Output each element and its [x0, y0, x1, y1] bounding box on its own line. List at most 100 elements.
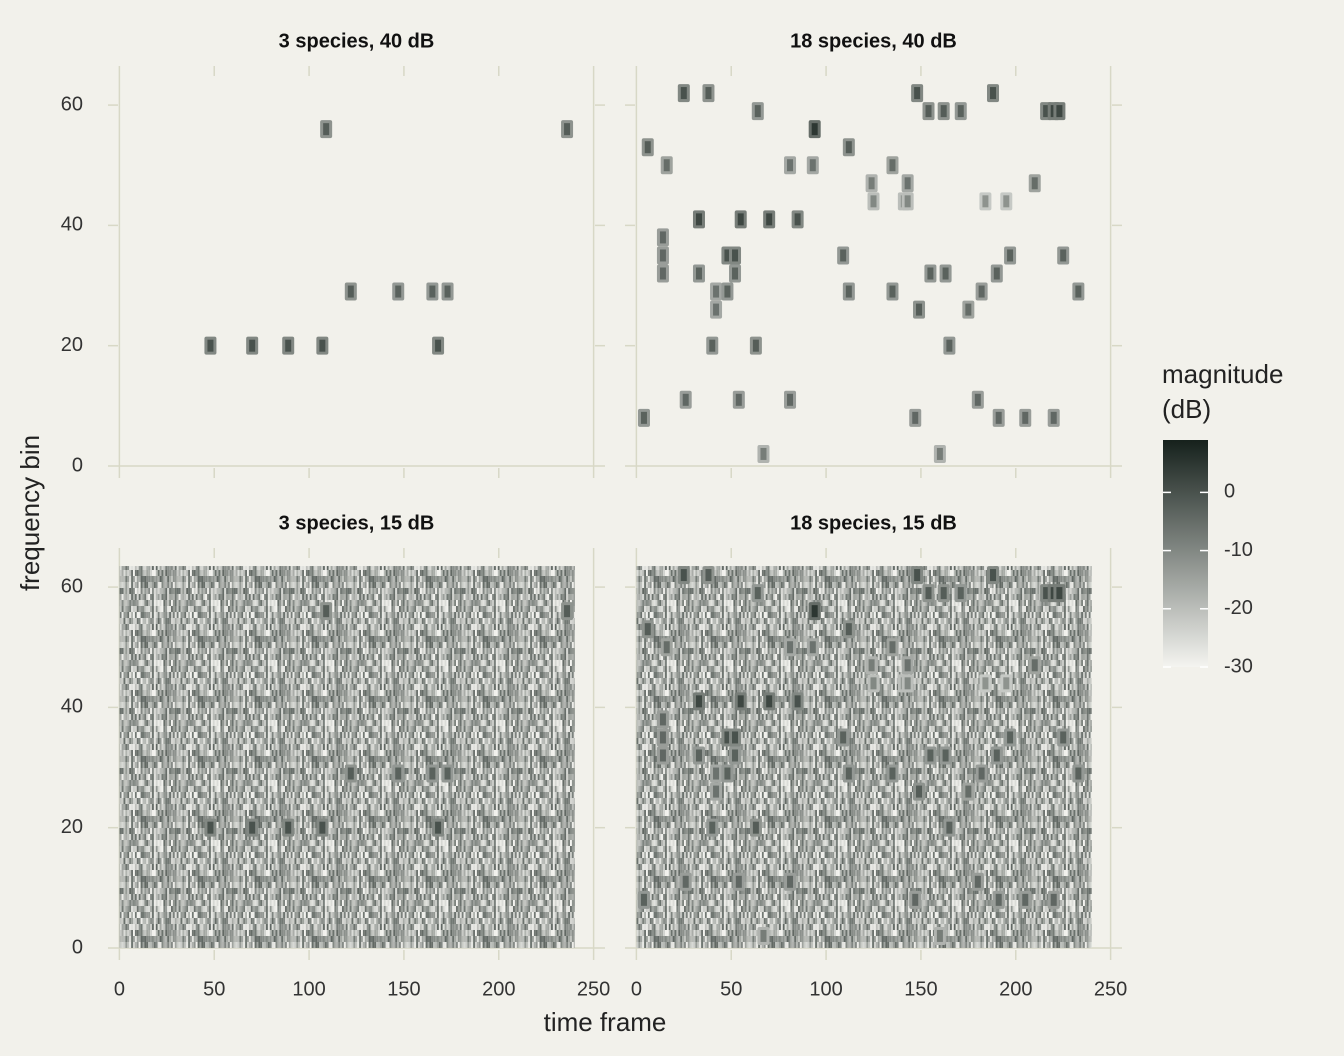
- cell-core: [925, 587, 932, 600]
- cell-core: [936, 447, 943, 460]
- cell-core: [1022, 411, 1029, 424]
- x-tick-label: 0: [114, 978, 125, 1000]
- cell-core: [957, 105, 964, 118]
- cell-core: [845, 623, 852, 636]
- x-tick-label: 150: [904, 978, 937, 1000]
- cell-core: [713, 285, 720, 298]
- panel-title: 3 species, 15 dB: [279, 512, 435, 534]
- cell-core: [1003, 677, 1010, 690]
- cell-core: [695, 749, 702, 762]
- cell-core: [940, 105, 947, 118]
- cell-core: [946, 339, 953, 352]
- cell-core: [705, 87, 712, 100]
- cell-core: [766, 695, 773, 708]
- cell-core: [347, 285, 354, 298]
- cell-core: [1050, 893, 1057, 906]
- cell-core: [1022, 893, 1029, 906]
- cell-core: [319, 821, 326, 834]
- y-tick-label: 0: [72, 454, 83, 476]
- panel-title: 18 species, 15 dB: [790, 512, 957, 534]
- cell-core: [1056, 587, 1063, 600]
- cell-core: [760, 447, 767, 460]
- cell-core: [323, 123, 330, 136]
- cell-core: [868, 177, 875, 190]
- cell-core: [319, 339, 326, 352]
- cell-core: [663, 159, 670, 172]
- colorbar-title: magnitude: [1162, 359, 1283, 389]
- cell-core: [347, 767, 354, 780]
- cell-core: [732, 749, 739, 762]
- colorbar-title: (dB): [1162, 394, 1211, 424]
- cell-core: [794, 695, 801, 708]
- x-tick-label: 200: [482, 978, 515, 1000]
- cell-core: [990, 87, 997, 100]
- cell-core: [845, 285, 852, 298]
- cell-core: [1060, 731, 1067, 744]
- y-tick-label: 60: [61, 93, 83, 115]
- y-tick-label: 60: [61, 575, 83, 597]
- cell-core: [845, 767, 852, 780]
- cell-core: [754, 105, 761, 118]
- cell-core: [713, 303, 720, 316]
- colorbar-tick-label: -10: [1224, 539, 1253, 561]
- cell-core: [914, 87, 921, 100]
- x-tick-label: 0: [631, 978, 642, 1000]
- cell-core: [912, 893, 919, 906]
- cell-core: [207, 821, 214, 834]
- cell-core: [1007, 249, 1014, 262]
- cell-core: [737, 213, 744, 226]
- cell-core: [794, 213, 801, 226]
- cell-core: [659, 713, 666, 726]
- cell-core: [732, 267, 739, 280]
- y-tick-label: 20: [61, 334, 83, 356]
- x-tick-label: 250: [1094, 978, 1127, 1000]
- cell-core: [845, 141, 852, 154]
- cell-core: [1075, 767, 1082, 780]
- cell-core: [1031, 659, 1038, 672]
- cell-core: [705, 569, 712, 582]
- cell-core: [916, 785, 923, 798]
- cell-core: [1060, 249, 1067, 262]
- cell-core: [659, 231, 666, 244]
- cell-core: [995, 411, 1002, 424]
- cell-core: [724, 767, 731, 780]
- cell-core: [840, 731, 847, 744]
- cell-core: [724, 285, 731, 298]
- cell-core: [809, 641, 816, 654]
- cell-core: [787, 159, 794, 172]
- cell-core: [942, 267, 949, 280]
- cell-core: [754, 587, 761, 600]
- cell-core: [682, 875, 689, 888]
- cell-core: [724, 249, 731, 262]
- panel-title: 3 species, 40 dB: [279, 30, 435, 52]
- cell-core: [732, 249, 739, 262]
- cell-core: [914, 569, 921, 582]
- cell-core: [735, 393, 742, 406]
- cell-core: [916, 303, 923, 316]
- y-tick-label: 0: [72, 936, 83, 958]
- colorbar: [1163, 440, 1208, 667]
- cell-core: [868, 659, 875, 672]
- cell-core: [640, 411, 647, 424]
- cell-core: [993, 267, 1000, 280]
- cell-core: [946, 821, 953, 834]
- cell-core: [249, 821, 256, 834]
- x-tick-label: 100: [809, 978, 842, 1000]
- cell-core: [927, 267, 934, 280]
- cell-core: [735, 875, 742, 888]
- x-tick-label: 150: [387, 978, 420, 1000]
- noise-field: [119, 566, 575, 948]
- cell-core: [695, 695, 702, 708]
- cell-core: [709, 821, 716, 834]
- cell-core: [713, 785, 720, 798]
- cell-core: [942, 749, 949, 762]
- x-tick-label: 200: [999, 978, 1032, 1000]
- x-axis-label: time frame: [544, 1007, 667, 1037]
- cell-core: [870, 195, 877, 208]
- cell-core: [395, 285, 402, 298]
- cell-core: [811, 605, 818, 618]
- cell-core: [889, 285, 896, 298]
- cell-core: [659, 249, 666, 262]
